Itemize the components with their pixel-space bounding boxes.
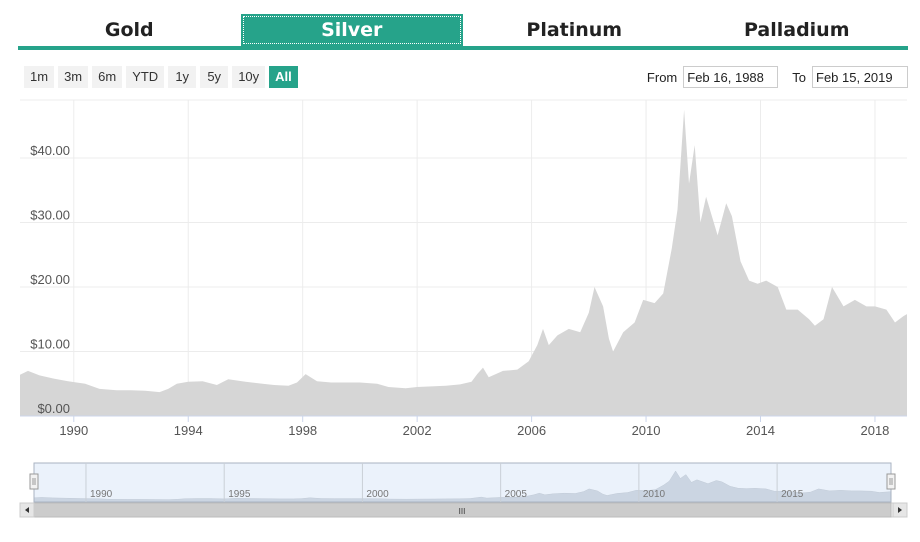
x-tick-label: 2010 — [632, 423, 661, 438]
range-button-1y[interactable]: 1y — [168, 66, 197, 88]
y-tick-label: $20.00 — [30, 272, 70, 287]
chart-grid — [20, 99, 907, 416]
navigator-axis: 1990 1995 2000 2005 2010 2015 — [85, 463, 804, 502]
x-axis: 1990 1994 1998 2002 2006 2010 2014 2018 — [59, 416, 889, 438]
y-tick-label: $30.00 — [30, 208, 70, 223]
navigator-scrollbar[interactable]: III — [19, 502, 908, 518]
from-label: From — [646, 69, 678, 85]
to-label: To — [792, 69, 806, 85]
y-axis: $0.00 $10.00 $20.00 $30.00 $40.00 — [30, 143, 70, 416]
navigator-tick-label: 2015 — [781, 489, 804, 500]
date-range: From To — [639, 66, 908, 88]
tab-palladium[interactable]: Palladium — [743, 19, 850, 41]
navigator[interactable]: 1990 1995 2000 2005 2010 2015 III — [0, 460, 920, 520]
x-tick-label: 1998 — [288, 423, 317, 438]
range-button-6m[interactable]: 6m — [92, 66, 123, 88]
navigator-tick-label: 2010 — [643, 489, 666, 500]
scrollbar-grip: III — [459, 507, 466, 516]
range-button-10y[interactable]: 10y — [232, 66, 266, 88]
arrow-left-icon — [25, 507, 29, 513]
range-button-3m[interactable]: 3m — [58, 66, 89, 88]
x-tick-label: 1990 — [59, 423, 88, 438]
y-tick-label: $10.00 — [30, 337, 70, 352]
tab-gold[interactable]: Gold — [104, 19, 154, 41]
range-button-5y[interactable]: 5y — [200, 66, 229, 88]
navigator-tick-label: 2005 — [505, 489, 528, 500]
range-button-1m[interactable]: 1m — [24, 66, 55, 88]
x-tick-label: 1994 — [174, 423, 203, 438]
range-selector: 1m 3m 6m YTD 1y 5y 10y All — [24, 66, 298, 88]
navigator-tick-label: 1995 — [228, 489, 251, 500]
navigator-handle-right[interactable] — [886, 473, 896, 490]
navigator-tick-label: 1990 — [90, 489, 113, 500]
navigator-tick-label: 2000 — [366, 489, 389, 500]
y-tick-label: $0.00 — [37, 401, 70, 416]
navigator-selection[interactable] — [33, 462, 892, 503]
range-button-all[interactable]: All — [269, 66, 298, 88]
x-tick-label: 2018 — [860, 423, 889, 438]
to-date-input[interactable] — [812, 66, 908, 88]
tab-silver[interactable]: Silver — [240, 14, 463, 46]
from-date-input[interactable] — [683, 66, 779, 88]
y-tick-label: $40.00 — [30, 143, 70, 158]
arrow-right-icon — [898, 507, 902, 513]
range-button-ytd[interactable]: YTD — [126, 66, 165, 88]
price-chart[interactable]: $0.00$10.00$20.00$30.00$40.00 1990 1994 19… — [0, 96, 920, 446]
tab-platinum[interactable]: Platinum — [526, 19, 623, 41]
navigator-handle-left[interactable] — [29, 473, 39, 490]
navigator-handle-grip[interactable] — [886, 473, 896, 490]
silver-price-area — [20, 109, 907, 416]
x-tick-label: 2014 — [746, 423, 775, 438]
x-tick-label: 2006 — [517, 423, 546, 438]
metal-tabs: Gold Silver Platinum Palladium — [18, 14, 908, 50]
x-tick-label: 2002 — [403, 423, 432, 438]
navigator-handle-grip[interactable] — [29, 473, 39, 490]
